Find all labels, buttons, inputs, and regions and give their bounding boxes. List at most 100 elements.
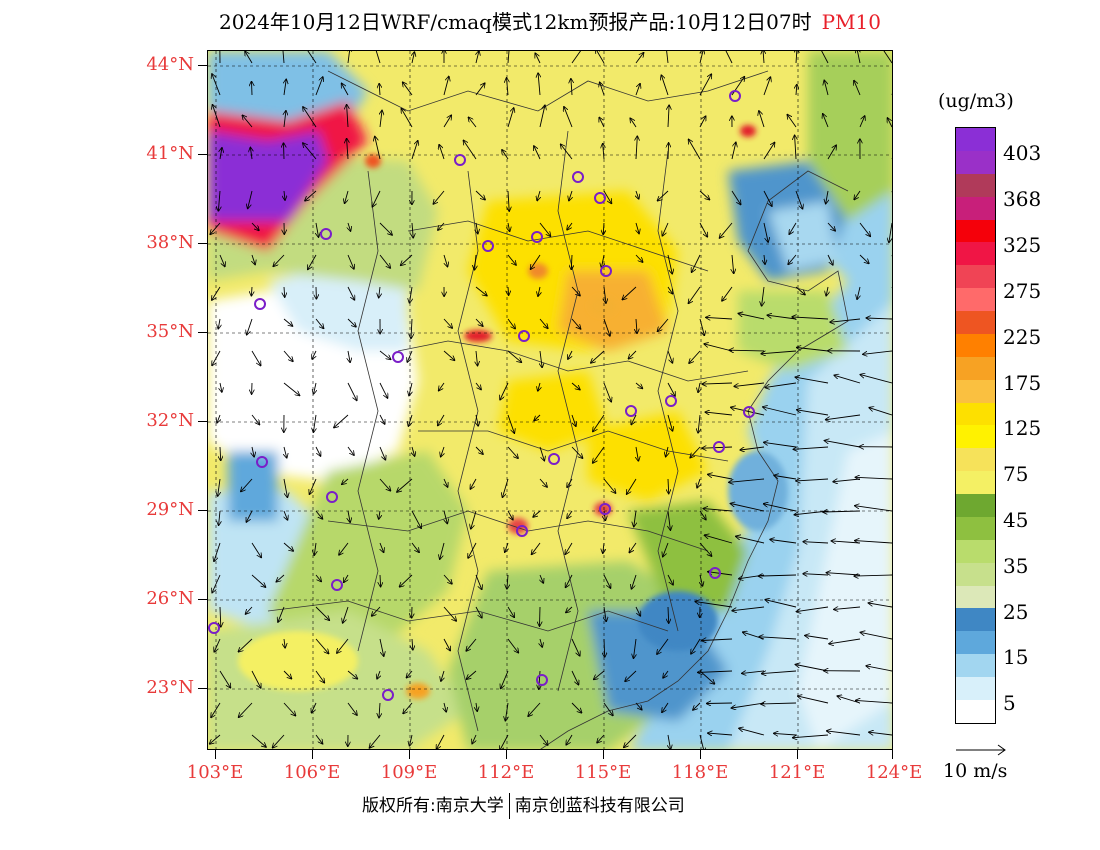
wind-arrow	[603, 318, 610, 336]
wind-arrow	[379, 350, 391, 359]
wind-arrow	[739, 314, 765, 320]
wind-arrow	[571, 702, 582, 713]
wind-arrow	[476, 414, 478, 426]
wind-arrow	[444, 478, 448, 487]
wind-arrow	[856, 700, 892, 704]
wind-arrow	[218, 190, 220, 211]
legend-swatch	[956, 539, 995, 563]
wind-arrow	[316, 222, 319, 237]
lat-tick	[198, 421, 207, 422]
wind-arrow	[284, 510, 288, 520]
wind-arrow	[347, 702, 357, 715]
legend-swatch	[956, 333, 995, 357]
wind-arrow	[689, 140, 701, 160]
footer-separator	[508, 793, 510, 819]
wind-arrow	[891, 255, 892, 257]
lat-tick	[198, 510, 207, 511]
wind-arrow	[797, 606, 829, 612]
wind-arrow	[443, 350, 455, 360]
wind-arrow	[469, 117, 477, 128]
wind-arrow	[827, 145, 836, 160]
wind-arrow	[476, 222, 478, 234]
wind-arrow	[704, 509, 733, 511]
legend-label: 403	[1003, 141, 1042, 165]
wind-arrow	[251, 734, 266, 747]
wind-arrow	[624, 734, 637, 747]
wind-arrow	[731, 407, 765, 416]
wind-arrow	[699, 51, 703, 64]
wind-arrow	[531, 254, 541, 269]
wind-arrow	[795, 136, 796, 160]
wind-arrow	[343, 606, 349, 623]
wind-arrow	[284, 286, 285, 297]
wind-arrow	[380, 574, 381, 587]
wind-arrow	[657, 638, 669, 654]
wind-arrow	[695, 602, 733, 608]
wind-arrow	[534, 146, 541, 160]
wind-arrow	[761, 703, 797, 704]
wind-arrow	[308, 254, 317, 269]
copyright-footer: 版权所有:南京大学 南京创蓝科技有限公司	[362, 791, 685, 819]
wind-arrow	[438, 414, 445, 425]
wind-arrow	[305, 190, 317, 201]
wind-arrow	[571, 670, 579, 685]
wind-arrow	[734, 382, 765, 386]
wind-arrow	[689, 350, 701, 363]
wind-arrow	[869, 603, 892, 608]
wind-arrow	[708, 474, 733, 480]
legend-label: 175	[1003, 371, 1042, 395]
wind-arrow	[468, 542, 477, 558]
wind-arrow	[444, 702, 446, 712]
legend-swatch	[956, 608, 995, 632]
wind-arrow	[251, 286, 252, 296]
wind-arrow	[242, 115, 253, 128]
wind-arrow	[827, 254, 833, 265]
legend-swatch	[956, 173, 995, 197]
wind-arrow	[345, 190, 349, 203]
legend-swatch	[956, 677, 995, 700]
wind-arrow	[797, 410, 829, 416]
wind-arrow	[212, 74, 221, 96]
lon-tick	[312, 750, 313, 759]
wind-arrow	[635, 84, 640, 96]
wind-arrow	[693, 702, 701, 710]
wind-arrow	[761, 350, 797, 354]
wind-arrow	[603, 478, 616, 493]
wind-arrow	[443, 638, 450, 651]
legend-swatch	[956, 471, 995, 494]
wind-arrow	[220, 606, 221, 627]
wind-arrow	[792, 317, 829, 319]
wind-arrow	[566, 734, 573, 745]
wind-arrow	[507, 414, 514, 433]
wind-arrow	[566, 606, 573, 612]
wind-arrow	[276, 574, 285, 582]
wind-arrow	[795, 190, 803, 209]
wind-arrow	[528, 702, 541, 716]
wind-arrow	[729, 478, 765, 482]
wind-arrow	[315, 670, 324, 683]
wind-arrow	[437, 734, 445, 749]
lon-tick	[892, 750, 893, 759]
wind-arrow	[252, 446, 254, 457]
wind-reference-label: 10 m/s	[943, 760, 1008, 782]
wind-arrow	[794, 447, 829, 449]
wind-arrow	[443, 115, 451, 128]
wind-arrow	[210, 222, 221, 234]
wind-arrow	[500, 734, 509, 749]
lat-tick	[198, 243, 207, 244]
wind-arrow	[507, 78, 509, 96]
wind-arrow	[471, 510, 477, 529]
wind-arrow	[571, 254, 572, 269]
wind-arrow	[303, 143, 317, 160]
wind-arrow	[635, 702, 642, 710]
wind-arrow	[603, 574, 611, 588]
wind-arrow	[707, 703, 733, 704]
wind-arrow	[507, 254, 516, 265]
gridlines	[208, 51, 892, 749]
wind-arrow	[380, 542, 384, 552]
wind-arrow	[662, 222, 669, 236]
wind-arrow	[251, 350, 261, 365]
wind-arrow	[443, 77, 449, 96]
wind-arrow	[476, 51, 479, 64]
wind-arrow	[722, 286, 733, 301]
